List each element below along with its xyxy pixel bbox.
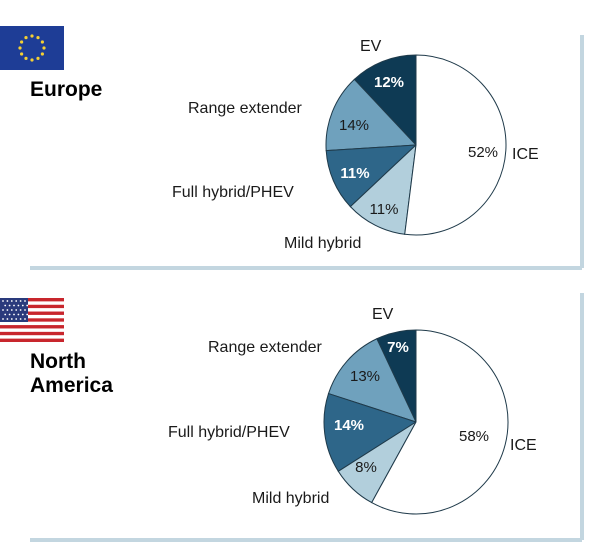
slice-label-mild-hybrid: Mild hybrid [284,235,362,252]
pie-slice-range-extender [325,78,418,152]
us-stripe [0,318,64,322]
eu-star-icon [20,40,24,44]
slice-label-ev: EV [372,306,394,323]
eu-star-icon [30,34,34,38]
us-stripe [0,331,64,336]
europe-panel: Europe EV Range extender Full hybrid/PHE… [0,26,584,270]
eu-star-icon [40,52,44,56]
us-star-icon [8,304,11,307]
us-stripe [0,325,64,329]
pie-slice-ice [371,329,509,515]
us-star-icon [2,300,4,302]
eu-star-icon [24,36,28,40]
north-america-pie-svg [30,293,584,542]
us-star-icon [10,318,13,320]
pie-slice-ev [353,54,417,147]
us-star-icon [10,309,13,311]
slice-label-ice: ICE [512,146,539,163]
us-stripe [0,298,64,302]
eu-star-icon [42,46,46,50]
region-label-europe: Europe [30,78,103,101]
us-star-icon [26,304,29,307]
us-star-icon [15,318,18,320]
us-star-icon [13,304,15,307]
value-label-ev: 12% [373,74,405,91]
eu-star-icon [20,52,24,56]
slice-label-full-hybrid: Full hybrid/PHEV [172,184,294,201]
eu-star-icon [40,40,44,44]
us-stripe [0,308,64,312]
us-flag-icon [0,298,64,342]
us-star-icon [6,309,9,311]
us-star-icon [17,304,20,307]
pie-slice-range-extender [327,338,417,423]
us-star-icon [13,313,15,316]
us-stripe [0,338,64,342]
north-america-panel: North America EV Range extender Full hyb… [0,278,602,545]
value-label-range-extender: 14% [338,117,370,134]
eu-star-icon [30,58,34,62]
slice-label-full-hybrid: Full hybrid/PHEV [168,424,290,441]
value-label-full-hybrid: 14% [333,417,365,434]
us-stripe [0,328,64,333]
value-label-ev: 7% [387,339,409,356]
value-label-mild-hybrid: 8% [355,459,377,476]
slice-label-range-extender: Range extender [208,339,322,356]
us-star-icon [15,309,18,311]
us-star-icon [19,309,22,311]
slice-label-range-extender: Range extender [188,100,302,117]
us-stripe [0,301,64,305]
slice-label-ev: EV [360,38,382,55]
us-star-icon [19,318,22,320]
us-star-icon [4,313,7,316]
us-star-icon [8,313,11,316]
eu-flag-icon [0,26,64,70]
us-star-icon [6,300,9,302]
us-star-icon [17,313,20,316]
eu-star-icon [18,46,22,50]
us-star-icon [24,318,26,320]
us-star-icon [21,313,24,316]
us-star-icon [10,300,13,302]
us-star-icon [21,304,24,307]
us-stripe [0,314,64,319]
us-stripe [0,304,64,309]
us-star-icon [6,318,9,320]
us-star-icon [2,318,4,320]
eu-star-icon [24,56,28,60]
us-star-icon [19,300,22,302]
value-label-ice: 52% [467,144,499,161]
us-star-icon [24,300,26,302]
eu-star-icon [36,56,40,60]
region-label-north-america: North America [30,350,113,397]
value-label-mild-hybrid: 11% [369,201,399,218]
slice-label-mild-hybrid: Mild hybrid [252,490,330,507]
europe-pie-svg [30,35,584,270]
us-stripe [0,335,64,339]
us-star-icon [26,313,29,316]
slice-label-ice: ICE [510,437,537,454]
us-star-icon [4,304,7,307]
eu-star-icon [36,36,40,40]
us-stripe [0,311,64,316]
pie-slice-full-hybrid [323,392,418,472]
value-label-ice: 58% [458,428,490,445]
pie-slice-ice [404,54,507,236]
us-stripe [0,321,64,326]
value-label-full-hybrid: 11% [340,165,370,182]
value-label-range-extender: 13% [349,368,381,385]
us-star-icon [15,300,18,302]
us-star-icon [2,309,4,311]
us-star-icon [24,309,26,311]
